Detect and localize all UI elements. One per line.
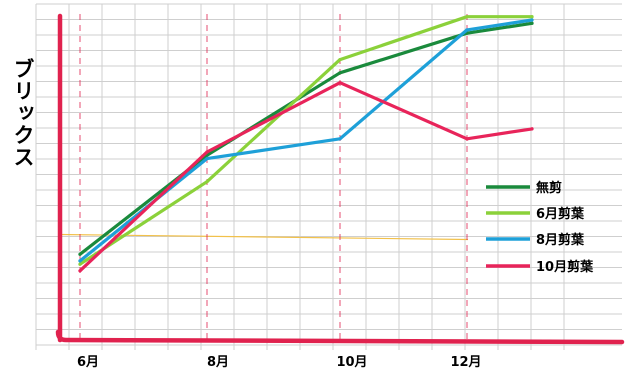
- series-point-3-3: [465, 137, 469, 141]
- legend-label-1: 6月剪葉: [536, 206, 585, 222]
- reference-line: [59, 233, 469, 241]
- series-point-1-4: [530, 15, 534, 19]
- series-point-3-1: [205, 150, 209, 154]
- series-point-2-4: [530, 18, 534, 22]
- series-point-1-0: [78, 262, 82, 266]
- y-axis-label: ブリックス: [11, 58, 35, 168]
- chart-axes: [55, 13, 625, 345]
- series-group: [78, 15, 534, 273]
- series-point-3-4: [530, 127, 534, 131]
- x-tick-label: 8月: [207, 355, 229, 370]
- series-line-2: [78, 18, 534, 263]
- series-point-0-2: [338, 71, 342, 75]
- series-point-2-2: [338, 137, 342, 141]
- series-point-1-2: [338, 58, 342, 62]
- x-tick-label: 10月: [336, 355, 367, 370]
- x-axis: [55, 329, 625, 345]
- x-tick-labels: 6月 8月 10月 12月: [77, 355, 482, 370]
- series-point-0-4: [530, 21, 534, 25]
- series-point-2-1: [205, 157, 209, 161]
- series-point-2-3: [465, 28, 469, 32]
- series-point-2-0: [78, 259, 82, 263]
- chart-legend: 無剪 6月剪葉 8月剪葉 10月剪葉: [486, 180, 594, 275]
- legend-label-3: 10月剪葉: [536, 259, 594, 275]
- series-point-0-0: [78, 252, 82, 256]
- series-point-1-3: [465, 15, 469, 19]
- x-tick-label: 12月: [450, 355, 481, 370]
- x-tick-label: 6月: [77, 355, 99, 370]
- legend-label-0: 無剪: [536, 180, 562, 196]
- chart-grid: [35, 3, 622, 350]
- legend-label-2: 8月剪葉: [536, 232, 585, 248]
- series-point-1-1: [205, 180, 209, 184]
- reference-line-mark: [59, 233, 469, 241]
- drop-lines: [79, 14, 468, 340]
- series-point-3-0: [78, 269, 82, 273]
- series-line-1: [78, 15, 534, 266]
- series-point-3-2: [338, 81, 342, 85]
- series-line-3: [78, 81, 534, 273]
